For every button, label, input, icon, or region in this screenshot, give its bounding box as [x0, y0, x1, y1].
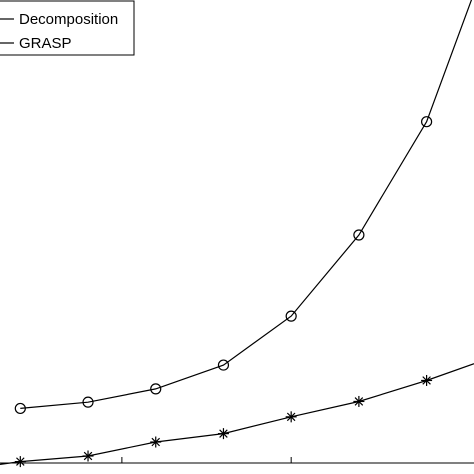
legend-label-decomposition: Decomposition: [19, 11, 118, 28]
data-point-decomposition: [217, 359, 230, 371]
data-point-grasp: [150, 436, 162, 448]
x-tick-marks: [121, 457, 292, 463]
series-grasp: [0, 363, 474, 468]
legend-label-grasp: GRASP: [19, 35, 72, 52]
legend-box: [0, 0, 135, 56]
data-point-decomposition: [285, 310, 297, 322]
data-point-decomposition: [82, 396, 94, 408]
data-point-grasp: [421, 374, 433, 386]
data-point-decomposition: [150, 383, 162, 395]
data-point-decomposition: [353, 229, 365, 241]
data-point-decomposition: [14, 402, 26, 415]
data-point-grasp: [353, 395, 365, 407]
legend: Decomposition GRASP: [0, 0, 135, 56]
data-point-decomposition: [421, 116, 433, 128]
data-point-grasp: [217, 428, 229, 440]
data-point-grasp: [82, 450, 94, 462]
series-line-decomposition: [20, 0, 473, 409]
series-decomposition: [14, 0, 473, 415]
series-line-grasp: [0, 363, 474, 465]
data-point-grasp: [14, 456, 26, 468]
data-point-grasp: [285, 411, 297, 423]
